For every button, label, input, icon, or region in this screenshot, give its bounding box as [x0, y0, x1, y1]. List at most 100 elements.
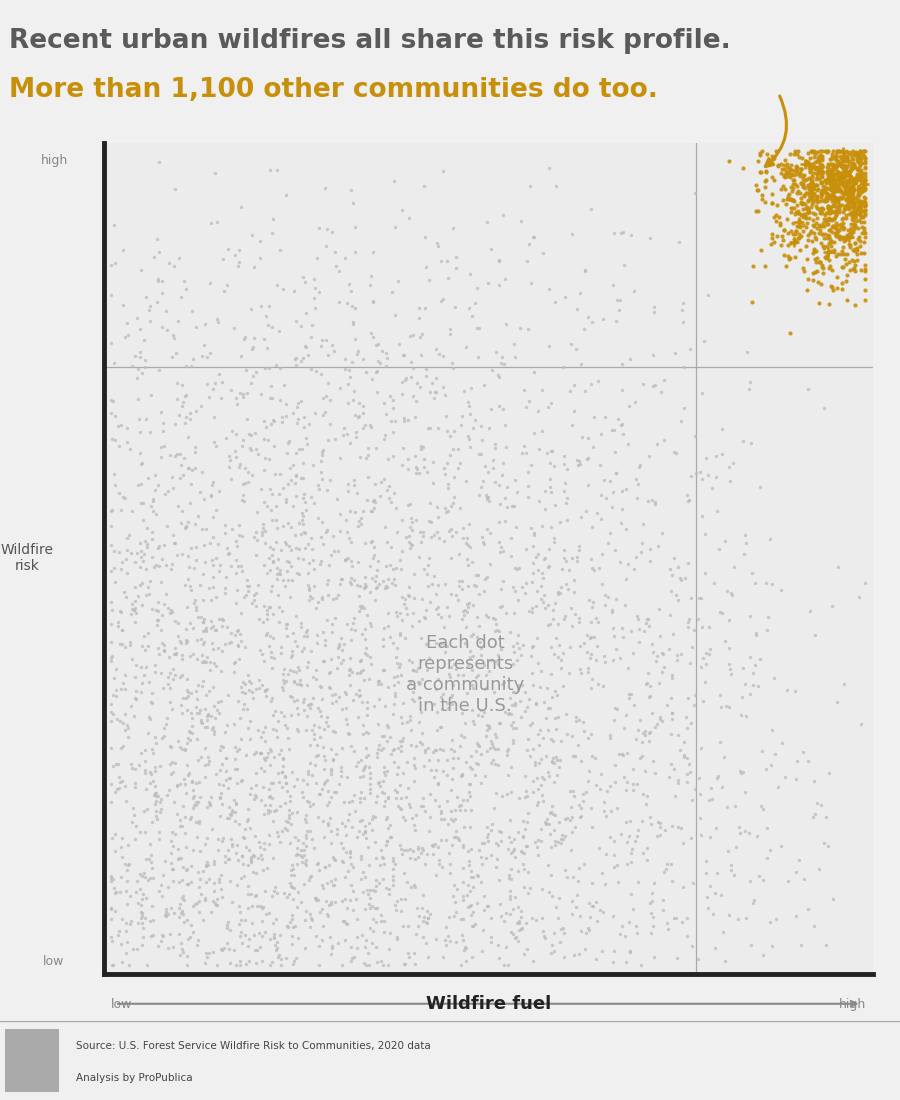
Point — [468, 755, 482, 772]
Point — [552, 813, 566, 830]
Point — [402, 849, 417, 867]
Point — [452, 578, 466, 595]
Point — [366, 243, 381, 261]
Point — [386, 877, 400, 894]
Point — [698, 525, 712, 542]
Point — [390, 931, 404, 948]
Point — [430, 598, 445, 616]
Point — [223, 382, 238, 399]
Point — [562, 639, 577, 657]
Point — [510, 626, 525, 644]
Point — [537, 482, 552, 499]
Point — [402, 527, 417, 544]
Point — [328, 851, 343, 869]
Point — [317, 652, 331, 670]
Point — [270, 728, 284, 746]
Point — [607, 847, 621, 865]
Point — [821, 179, 835, 197]
Point — [688, 464, 703, 482]
Point — [371, 352, 385, 370]
Point — [575, 428, 590, 446]
Point — [547, 943, 562, 960]
Point — [223, 872, 238, 890]
Point — [634, 956, 648, 974]
Point — [572, 859, 587, 877]
Point — [492, 895, 507, 913]
Point — [699, 450, 714, 468]
Point — [438, 918, 453, 936]
Point — [212, 365, 227, 383]
Point — [695, 470, 709, 487]
Point — [442, 845, 456, 862]
Point — [716, 605, 730, 623]
Point — [434, 293, 448, 310]
Point — [268, 465, 283, 483]
Point — [166, 904, 181, 922]
Point — [520, 741, 535, 759]
Point — [202, 682, 217, 700]
Point — [292, 671, 307, 689]
Point — [171, 840, 185, 858]
Point — [489, 783, 503, 801]
Point — [508, 840, 522, 858]
Point — [194, 748, 208, 766]
Text: Recent urban wildfires all share this risk profile.: Recent urban wildfires all share this ri… — [9, 28, 731, 54]
Point — [557, 288, 572, 306]
Point — [514, 647, 528, 664]
Point — [482, 739, 497, 757]
Point — [405, 605, 419, 623]
Point — [682, 610, 697, 628]
Point — [845, 223, 859, 241]
Point — [826, 156, 841, 174]
Point — [822, 189, 836, 207]
Point — [173, 668, 187, 685]
Point — [222, 810, 237, 827]
Point — [781, 187, 796, 205]
Point — [821, 243, 835, 261]
Point — [835, 228, 850, 245]
Point — [805, 173, 819, 190]
Point — [410, 900, 424, 917]
Point — [674, 820, 688, 837]
Point — [282, 806, 296, 824]
Point — [228, 738, 242, 756]
Point — [566, 403, 580, 420]
Point — [319, 179, 333, 197]
Point — [832, 204, 846, 221]
Point — [339, 843, 354, 860]
Point — [165, 860, 179, 878]
Point — [240, 473, 255, 491]
Point — [855, 207, 869, 224]
Point — [548, 629, 562, 647]
Point — [799, 209, 814, 227]
Point — [466, 917, 481, 935]
Point — [180, 670, 194, 688]
Point — [434, 804, 448, 822]
Point — [796, 187, 811, 205]
Point — [192, 903, 206, 921]
Point — [249, 440, 264, 458]
Point — [650, 827, 664, 845]
Point — [179, 408, 194, 426]
Point — [608, 541, 622, 559]
Point — [745, 294, 760, 311]
Point — [399, 528, 413, 546]
Point — [830, 278, 844, 296]
Point — [331, 639, 346, 657]
Point — [560, 725, 574, 742]
Point — [479, 486, 493, 504]
Point — [293, 675, 308, 693]
Point — [841, 180, 855, 198]
Point — [200, 718, 214, 736]
Point — [145, 740, 159, 758]
Point — [858, 150, 872, 167]
Point — [108, 825, 122, 843]
Point — [806, 192, 821, 210]
Point — [116, 674, 130, 692]
Point — [800, 379, 814, 397]
Point — [184, 857, 198, 874]
Point — [554, 921, 569, 938]
Point — [444, 549, 458, 566]
Point — [724, 861, 738, 879]
Point — [243, 439, 257, 456]
